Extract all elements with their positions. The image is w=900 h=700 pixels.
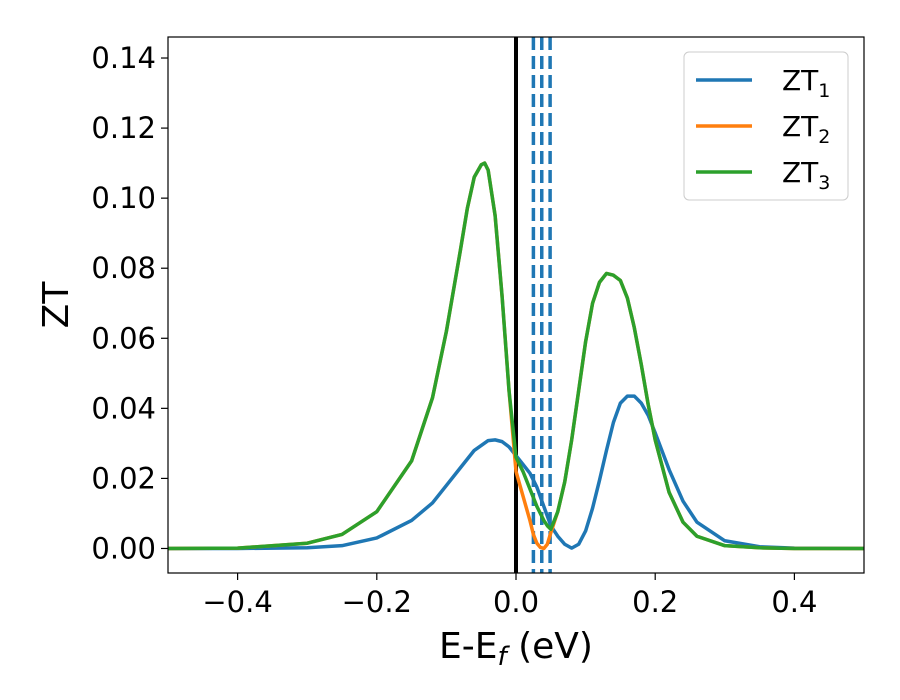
x-axis-ticks: −0.4 −0.2 0.0 0.2 0.4: [202, 573, 817, 619]
y-tick-label: 0.02: [91, 461, 156, 495]
legend: ZT1 ZT2 ZT3: [683, 51, 849, 201]
y-axis-label: ZT: [36, 281, 77, 329]
y-axis-ticks: 0.00 0.02 0.04 0.06 0.08 0.10 0.12 0.14: [91, 41, 168, 565]
series-lines: [168, 161, 864, 551]
legend-label-zt3: ZT3: [782, 156, 830, 194]
series-line-zt3: [168, 161, 864, 551]
x-axis-label-unit: (eV): [507, 626, 593, 667]
x-axis-label: E-Ef (eV): [439, 626, 593, 672]
y-tick-label: 0.06: [91, 321, 156, 355]
y-tick-label: 0.04: [91, 391, 156, 425]
x-tick-label: −0.4: [202, 585, 272, 619]
y-tick-label: 0.00: [91, 531, 156, 565]
legend-box: [683, 51, 849, 201]
x-tick-label: −0.2: [342, 585, 412, 619]
x-axis-label-main: E-E: [439, 626, 497, 667]
series-line-zt1: [168, 394, 864, 551]
y-tick-label: 0.12: [91, 111, 156, 145]
x-tick-label: 0.4: [771, 585, 817, 619]
x-tick-label: 0.2: [632, 585, 678, 619]
y-tick-label: 0.08: [91, 251, 156, 285]
legend-label-zt2: ZT2: [782, 110, 830, 148]
legend-label-zt1: ZT1: [782, 64, 830, 102]
x-tick-label: 0.0: [493, 585, 539, 619]
y-tick-label: 0.14: [91, 41, 156, 75]
y-tick-label: 0.10: [91, 181, 156, 215]
